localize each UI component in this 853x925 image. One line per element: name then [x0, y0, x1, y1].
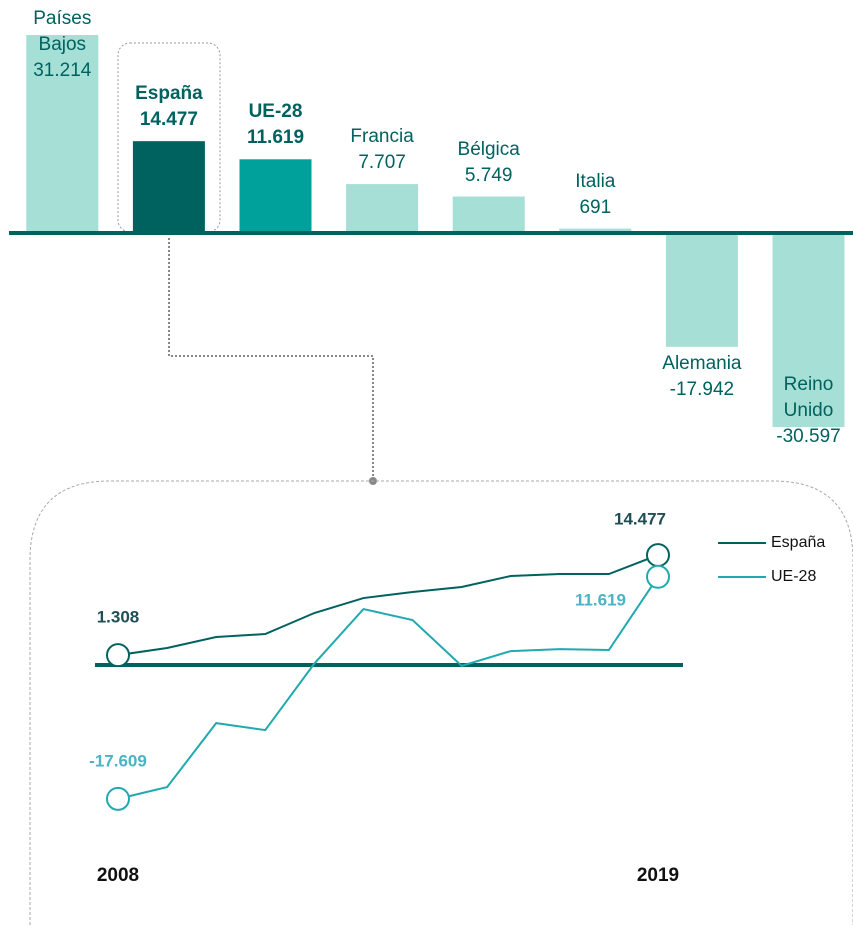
value-label: -30.597	[776, 426, 841, 447]
bar-label: Bélgica 5.749	[441, 137, 537, 189]
inset-box	[29, 480, 853, 925]
category-label: Bélgica	[457, 138, 520, 160]
bar	[559, 228, 632, 233]
category-label: Italia	[575, 170, 616, 192]
end-marker	[646, 543, 670, 568]
category-label: España	[135, 83, 203, 105]
bar-label: Países Bajos 31.214	[14, 6, 110, 84]
bar-label: Italia 691	[547, 169, 643, 221]
category-label: Reino Unido	[783, 374, 834, 421]
bar-label: Alemania -17.942	[654, 351, 750, 403]
series-line	[117, 576, 659, 800]
legend-label: España	[771, 534, 825, 551]
data-label: 11.619	[575, 590, 626, 609]
bar-label: Francia 7.707	[334, 124, 430, 176]
data-label: 14.477	[614, 510, 666, 529]
bar	[452, 196, 525, 233]
bar-label: UE-28 11.619	[228, 99, 324, 151]
bar-label: Reino Unido -30.597	[761, 372, 853, 450]
x-tick-label: 2019	[637, 865, 679, 886]
category-label: Francia	[350, 126, 414, 148]
category-label: Países Bajos	[33, 8, 92, 55]
value-label: 11.619	[246, 127, 305, 149]
data-label: -17.609	[89, 751, 147, 770]
end-marker	[106, 643, 130, 668]
bar	[346, 184, 419, 233]
bar	[239, 159, 312, 233]
end-marker	[106, 786, 130, 811]
bar	[26, 34, 99, 233]
connector	[168, 238, 374, 480]
bar-label: España 14.477	[121, 81, 217, 133]
end-marker	[646, 564, 670, 589]
bar	[772, 233, 845, 428]
legend-label: UE-28	[771, 568, 816, 585]
value-label: 691	[579, 196, 612, 218]
value-label: 5.749	[464, 164, 513, 186]
data-label: 1.308	[97, 608, 140, 627]
value-label: 31.214	[33, 60, 92, 81]
series-line	[117, 554, 659, 657]
bar	[132, 141, 205, 233]
bar	[665, 233, 738, 347]
value-label: 14.477	[139, 109, 198, 131]
value-label: -17.942	[669, 378, 735, 400]
x-tick-label: 2008	[97, 865, 139, 886]
value-label: 7.707	[358, 152, 406, 174]
category-label: UE-28	[248, 101, 303, 123]
category-label: Alemania	[662, 352, 742, 374]
